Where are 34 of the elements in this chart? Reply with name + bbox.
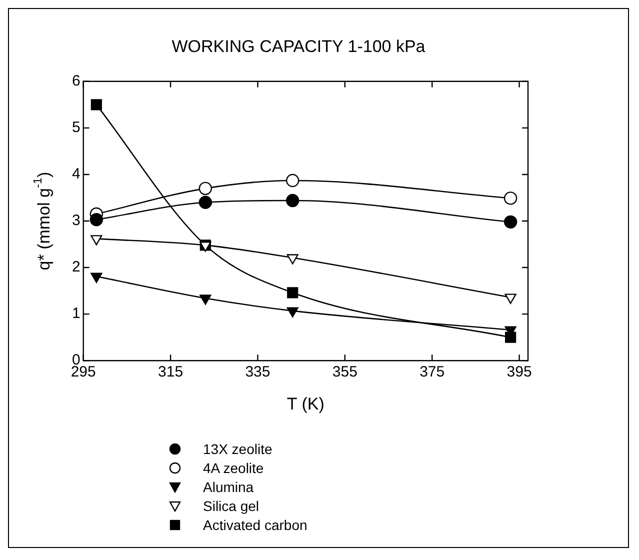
point bbox=[286, 194, 300, 208]
point bbox=[286, 174, 300, 188]
x-tick-label: 335 bbox=[245, 364, 270, 381]
point bbox=[504, 192, 518, 205]
x-axis-title: T (K) bbox=[286, 394, 324, 414]
point bbox=[287, 287, 298, 298]
y-tick-label: 4 bbox=[72, 166, 80, 183]
point bbox=[200, 294, 212, 305]
point bbox=[504, 294, 516, 304]
legend-label: Activated carbon bbox=[203, 516, 308, 532]
y-tick-label: 5 bbox=[72, 119, 80, 136]
legend-label: 4A zeolite bbox=[203, 460, 264, 476]
point bbox=[90, 235, 102, 246]
point bbox=[286, 307, 298, 318]
x-tick-label: 315 bbox=[158, 364, 184, 381]
point bbox=[90, 272, 102, 283]
point bbox=[198, 196, 212, 209]
y-tick-label: 3 bbox=[72, 212, 80, 230]
y-axis-title: q* (mmol g-1) bbox=[30, 172, 54, 270]
legend-label: 13X zeolite bbox=[203, 440, 272, 456]
point bbox=[90, 213, 104, 226]
x-tick-label: 355 bbox=[332, 364, 358, 381]
x-tick-label: 375 bbox=[420, 364, 445, 381]
point bbox=[504, 215, 518, 229]
x-tick-label: 395 bbox=[506, 364, 532, 381]
point bbox=[198, 182, 212, 196]
chart-title: WORKING CAPACITY 1-100 kPa bbox=[172, 36, 426, 56]
legend-label: Silica gel bbox=[203, 498, 260, 514]
legend-label: Alumina bbox=[203, 478, 254, 494]
y-tick-label: 6 bbox=[72, 72, 80, 90]
point bbox=[90, 99, 102, 110]
point bbox=[286, 254, 298, 264]
y-tick-label: 2 bbox=[72, 258, 80, 276]
y-tick-label: 1 bbox=[72, 305, 80, 322]
